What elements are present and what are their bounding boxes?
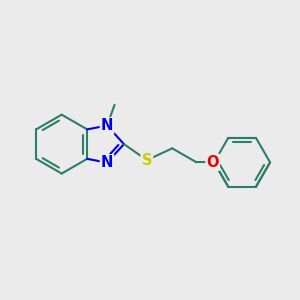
Text: N: N: [101, 155, 113, 170]
Text: O: O: [206, 155, 219, 170]
Text: S: S: [142, 153, 152, 168]
Text: N: N: [101, 118, 113, 133]
